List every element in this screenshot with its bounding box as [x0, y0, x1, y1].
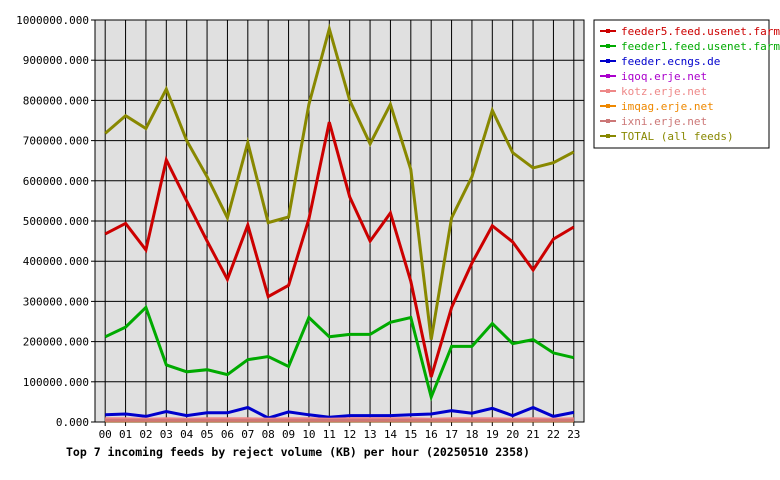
legend-label: imqag.erje.net	[621, 100, 714, 113]
x-tick-label: 13	[363, 428, 376, 441]
y-axis-ticks: 0.000 100000.000 200000.000 300000.000 40000…	[16, 14, 95, 429]
legend-box	[593, 19, 770, 149]
legend-marker	[606, 89, 610, 93]
legend-label: feeder.ecngs.de	[621, 55, 720, 68]
y-tick-label: 700000.000	[23, 135, 89, 148]
y-tick-label: 200000.000	[23, 336, 89, 349]
y-tick-label: 100000.000	[23, 376, 89, 389]
x-tick-label: 16	[425, 428, 438, 441]
legend-marker	[606, 119, 610, 123]
x-tick-label: 11	[323, 428, 336, 441]
x-tick-label: 06	[221, 428, 234, 441]
series-line-1	[104, 304, 575, 402]
series-line-7	[104, 23, 575, 340]
x-tick-label: 19	[486, 428, 499, 441]
x-tick-label: 03	[160, 428, 173, 441]
x-tick-label: 20	[506, 428, 519, 441]
legend-marker	[606, 134, 610, 138]
chart-caption: Top 7 incoming feeds by reject volume (K…	[66, 445, 530, 459]
y-tick-label: 900000.000	[23, 54, 89, 67]
x-tick-label: 02	[139, 428, 152, 441]
legend: feeder5.feed.usenet.farm feeder1.feed.use…	[600, 25, 780, 143]
legend-label: ixni.erje.net	[621, 115, 707, 128]
x-tick-label: 09	[282, 428, 295, 441]
y-tick-label: 800000.000	[23, 94, 89, 107]
x-tick-label: 21	[526, 428, 539, 441]
legend-label: TOTAL (all feeds)	[621, 130, 734, 143]
x-tick-label: 18	[465, 428, 478, 441]
x-tick-label: 04	[180, 428, 194, 441]
legend-label: iqoq.erje.net	[621, 70, 707, 83]
y-tick-label: 300000.000	[23, 295, 89, 308]
x-tick-label: 22	[547, 428, 560, 441]
legend-label: kotz.erje.net	[621, 85, 707, 98]
legend-label: feeder5.feed.usenet.farm	[621, 25, 780, 38]
series-line-2	[105, 405, 575, 420]
series-lines	[104, 23, 575, 423]
x-tick-label: 07	[241, 428, 254, 441]
x-tick-label: 08	[262, 428, 275, 441]
y-tick-label: 0.000	[56, 416, 89, 429]
legend-marker	[606, 29, 610, 33]
y-tick-label: 1000000.000	[16, 14, 89, 27]
legend-marker	[606, 104, 610, 108]
x-tick-label: 10	[302, 428, 315, 441]
x-tick-label: 01	[119, 428, 132, 441]
x-tick-label: 17	[445, 428, 458, 441]
legend-label: feeder1.feed.usenet.farm	[621, 40, 780, 53]
y-tick-label: 500000.000	[23, 215, 89, 228]
x-tick-label: 12	[343, 428, 356, 441]
x-tick-label: 05	[200, 428, 213, 441]
x-tick-label: 14	[384, 428, 398, 441]
legend-marker	[606, 74, 610, 78]
x-tick-label: 00	[99, 428, 112, 441]
legend-marker	[606, 59, 610, 63]
y-tick-label: 400000.000	[23, 255, 89, 268]
x-tick-label: 23	[567, 428, 580, 441]
x-tick-label: 15	[404, 428, 417, 441]
y-tick-label: 600000.000	[23, 175, 89, 188]
x-axis-ticks: 00 01 02 03 04 05 06 07 08 09 10 11 12 13 14 15 16 17 18 19…	[99, 422, 580, 441]
legend-marker	[606, 44, 610, 48]
series-line-0	[104, 121, 575, 378]
